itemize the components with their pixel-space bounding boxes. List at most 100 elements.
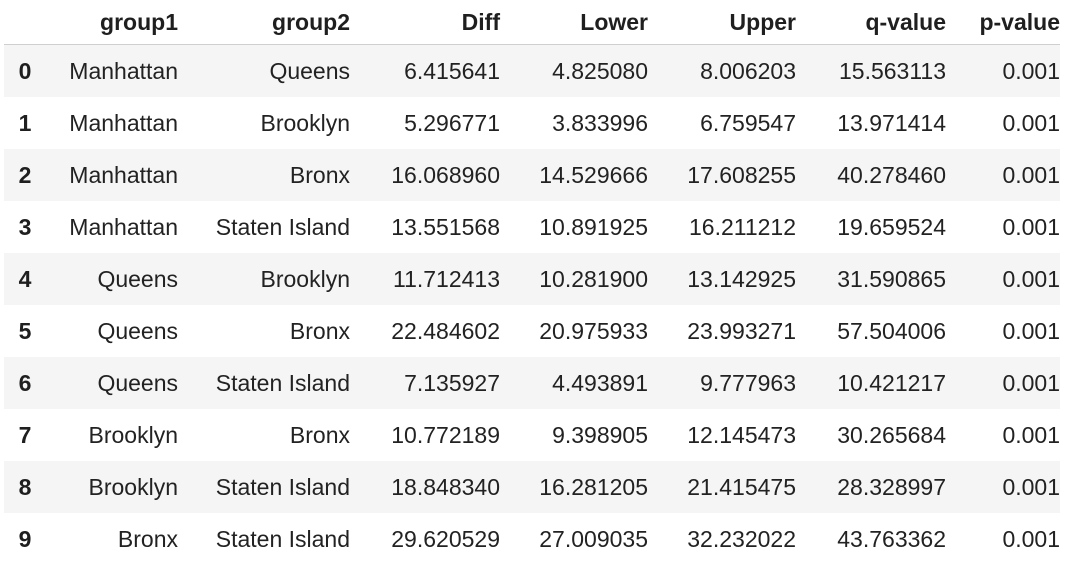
- cell-upper: 16.211212: [688, 213, 796, 240]
- cell-p-value: 0.001: [1002, 109, 1060, 136]
- cell-diff: 10.772189: [391, 421, 500, 448]
- cell-lower: 27.009035: [539, 525, 648, 552]
- table-row: 3 Manhattan Staten Island 13.551568 10.89192…: [4, 201, 1060, 253]
- cell-diff: 18.848340: [391, 473, 500, 500]
- cell-q-value: 15.563113: [838, 57, 946, 84]
- cell-diff: 13.551568: [391, 213, 500, 240]
- cell-lower: 16.281205: [539, 473, 648, 500]
- cell-upper: 9.777963: [700, 369, 796, 396]
- cell-group1: Brooklyn: [88, 421, 178, 448]
- cell-group1: Manhattan: [69, 57, 178, 84]
- cell-q-value: 30.265684: [837, 421, 946, 448]
- cell-group1: Manhattan: [69, 109, 178, 136]
- column-header-p-value: p-value: [946, 0, 1060, 45]
- cell-upper: 12.145473: [687, 421, 796, 448]
- cell-q-value: 40.278460: [837, 161, 946, 188]
- cell-lower: 10.281900: [539, 265, 648, 292]
- cell-group1: Queens: [97, 369, 178, 396]
- cell-q-value: 57.504006: [837, 317, 946, 344]
- cell-group2: Bronx: [289, 421, 350, 448]
- cell-group2: Staten Island: [215, 213, 350, 240]
- cell-group2: Bronx: [289, 161, 350, 188]
- cell-group1: Manhattan: [69, 213, 178, 240]
- cell-group2: Bronx: [289, 317, 350, 344]
- cell-upper: 6.759547: [700, 109, 796, 136]
- table-body: 0 Manhattan Queens 6.415641 4.825080 8.006203…: [4, 44, 1060, 565]
- cell-group2: Staten Island: [215, 369, 350, 396]
- cell-upper: 17.608255: [687, 161, 796, 188]
- cell-lower: 3.833996: [552, 109, 648, 136]
- cell-q-value: 31.590865: [837, 265, 946, 292]
- row-index: 0: [18, 57, 32, 84]
- cell-upper: 23.993271: [687, 317, 796, 344]
- cell-q-value: 19.659524: [837, 213, 946, 240]
- column-header-diff: Diff: [350, 0, 500, 45]
- column-header-q-value: q-value: [796, 0, 946, 45]
- cell-group1: Queens: [97, 265, 178, 292]
- table-row: 4 Queens Brooklyn 11.712413 10.281900 13.1429…: [4, 253, 1060, 305]
- cell-lower: 20.975933: [539, 317, 648, 344]
- index-header: [4, 0, 46, 45]
- cell-q-value: 10.421217: [837, 369, 946, 396]
- row-index: 4: [18, 265, 32, 292]
- cell-upper: 8.006203: [700, 57, 796, 84]
- cell-p-value: 0.001: [1002, 473, 1060, 500]
- cell-p-value: 0.001: [1002, 525, 1060, 552]
- row-index: 8: [18, 473, 32, 500]
- cell-diff: 11.712413: [392, 265, 500, 292]
- cell-group2: Brooklyn: [260, 109, 350, 136]
- cell-q-value: 43.763362: [837, 525, 946, 552]
- cell-q-value: 13.971414: [837, 109, 946, 136]
- cell-p-value: 0.001: [1002, 161, 1060, 188]
- cell-lower: 4.493891: [552, 369, 648, 396]
- cell-group2: Queens: [269, 57, 350, 84]
- results-table: group1 group2 Diff Lower Upper q-value p…: [4, 0, 1060, 565]
- table-row: 8 Brooklyn Staten Island 18.848340 16.281205…: [4, 461, 1060, 513]
- cell-p-value: 0.001: [1002, 369, 1060, 396]
- cell-group2: Staten Island: [215, 525, 350, 552]
- cell-p-value: 0.001: [1002, 213, 1060, 240]
- table-header: group1 group2 Diff Lower Upper q-value p…: [4, 0, 1060, 45]
- cell-upper: 32.232022: [687, 525, 796, 552]
- cell-diff: 22.484602: [391, 317, 500, 344]
- cell-group1: Queens: [97, 317, 178, 344]
- cell-lower: 14.529666: [539, 161, 648, 188]
- cell-p-value: 0.001: [1002, 421, 1060, 448]
- row-index: 5: [18, 317, 32, 344]
- cell-group1: Brooklyn: [88, 473, 178, 500]
- table-row: 1 Manhattan Brooklyn 5.296771 3.833996 6.7595…: [4, 97, 1060, 149]
- table-row: 0 Manhattan Queens 6.415641 4.825080 8.006203…: [4, 44, 1060, 97]
- cell-diff: 16.068960: [391, 161, 500, 188]
- row-index: 1: [18, 109, 32, 136]
- cell-group2: Staten Island: [215, 473, 350, 500]
- cell-diff: 29.620529: [391, 525, 500, 552]
- cell-p-value: 0.001: [1002, 317, 1060, 344]
- cell-lower: 4.825080: [552, 57, 648, 84]
- cell-lower: 9.398905: [552, 421, 648, 448]
- cell-diff: 5.296771: [404, 109, 500, 136]
- row-index: 9: [18, 525, 32, 552]
- cell-q-value: 28.328997: [837, 473, 946, 500]
- table-row: 9 Bronx Staten Island 29.620529 27.009035 32.…: [4, 513, 1060, 565]
- cell-group1: Bronx: [117, 525, 178, 552]
- column-header-upper: Upper: [648, 0, 796, 45]
- row-index: 3: [18, 213, 32, 240]
- cell-diff: 7.135927: [404, 369, 500, 396]
- table-row: 6 Queens Staten Island 7.135927 4.493891 9.77…: [4, 357, 1060, 409]
- cell-group2: Brooklyn: [260, 265, 350, 292]
- cell-diff: 6.415641: [404, 57, 500, 84]
- cell-lower: 10.891925: [539, 213, 648, 240]
- cell-upper: 13.142925: [687, 265, 796, 292]
- cell-group1: Manhattan: [69, 161, 178, 188]
- table-row: 2 Manhattan Bronx 16.068960 14.529666 17.6082…: [4, 149, 1060, 201]
- column-header-group1: group1: [46, 0, 178, 45]
- table-row: 7 Brooklyn Bronx 10.772189 9.398905 12.145473…: [4, 409, 1060, 461]
- row-index: 7: [18, 421, 32, 448]
- column-header-group2: group2: [178, 0, 350, 45]
- table-row: 5 Queens Bronx 22.484602 20.975933 23.993271 5…: [4, 305, 1060, 357]
- header-row: group1 group2 Diff Lower Upper q-value p…: [4, 0, 1060, 45]
- row-index: 6: [18, 369, 32, 396]
- column-header-lower: Lower: [500, 0, 648, 45]
- cell-p-value: 0.001: [1002, 57, 1060, 84]
